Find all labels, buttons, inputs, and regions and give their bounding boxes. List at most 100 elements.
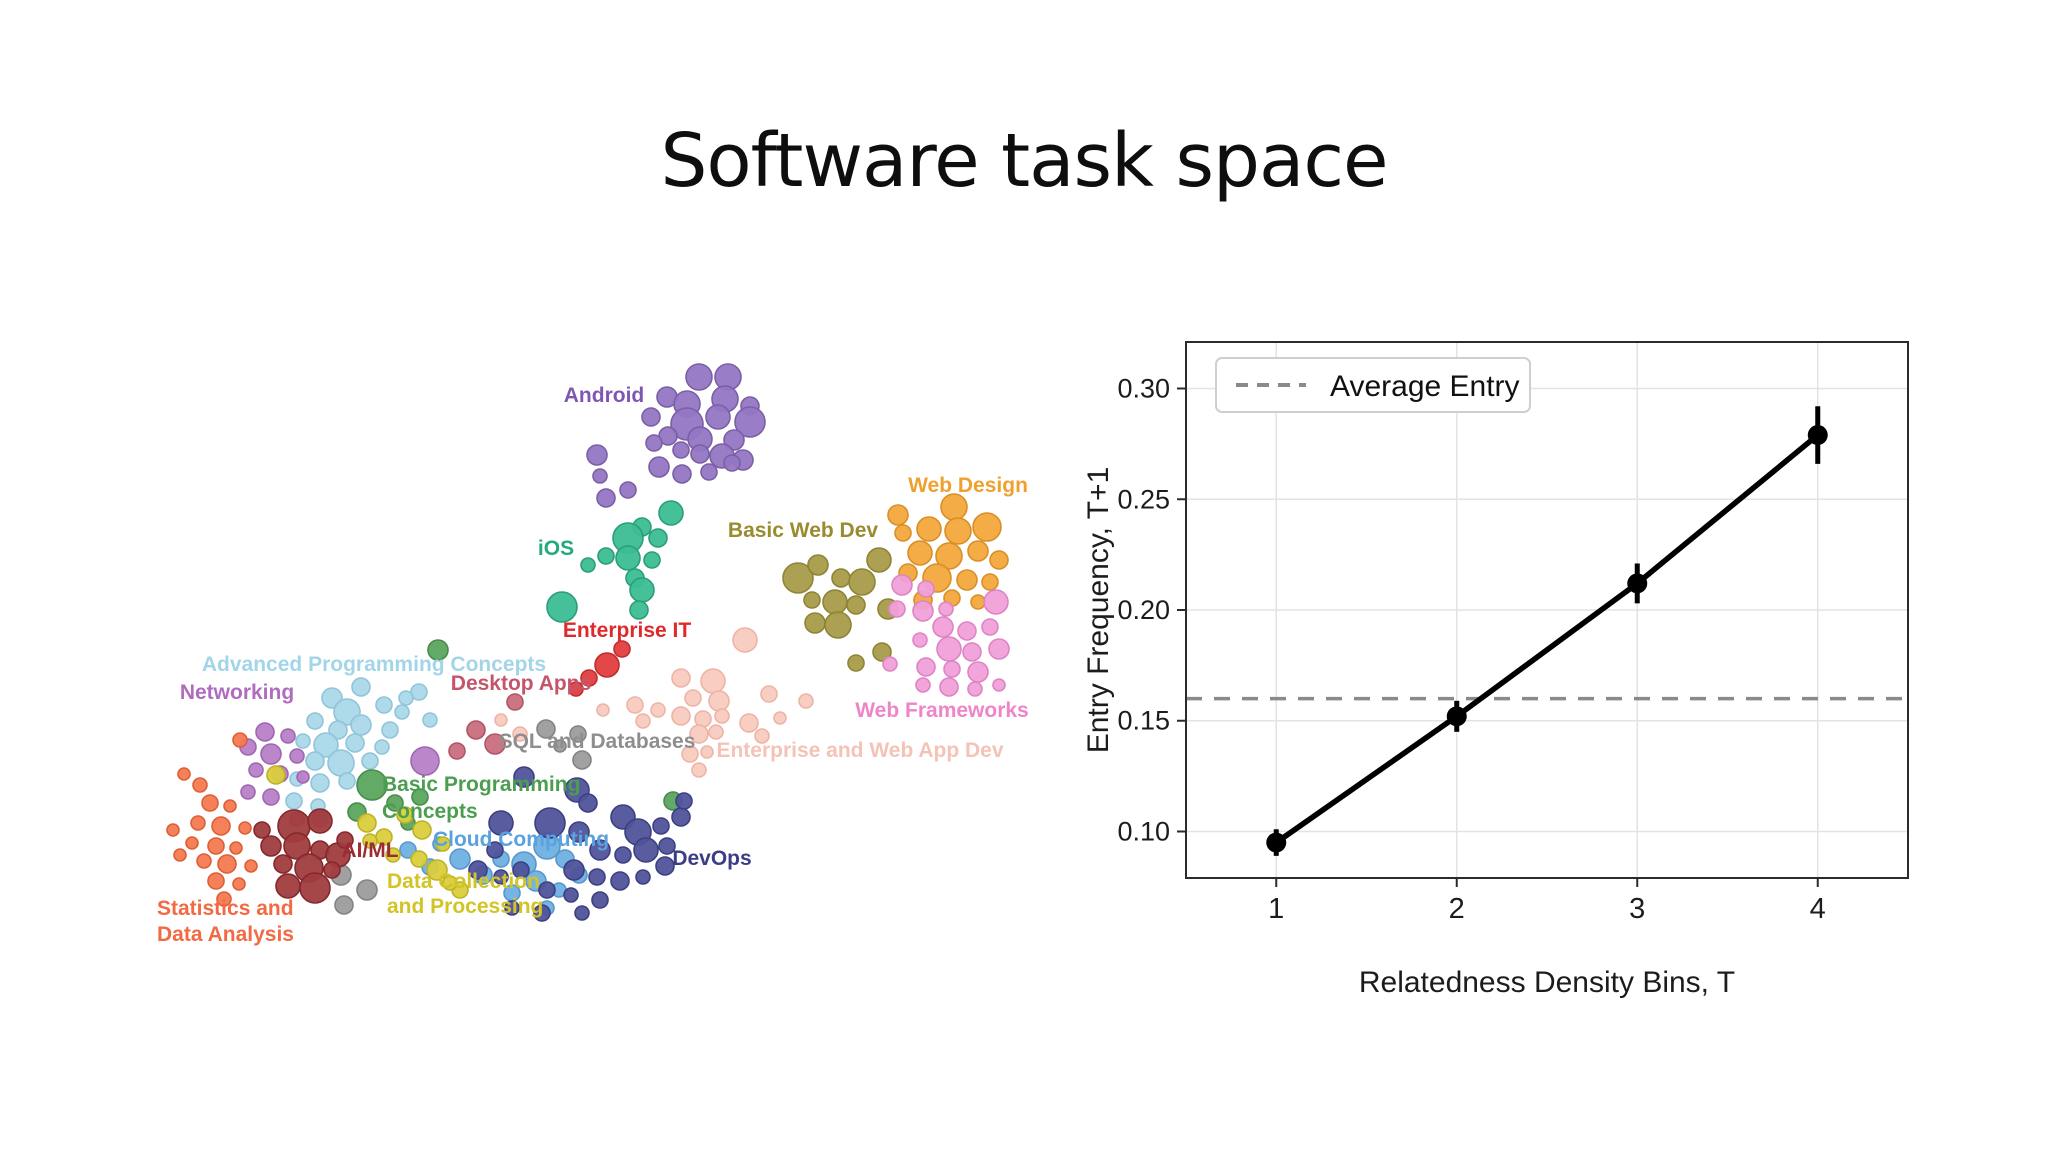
bubble-networking [255, 722, 275, 742]
bubble-statistics-and-data-analysis [207, 837, 225, 855]
bubble-desktop-apps [466, 720, 486, 740]
cluster-label-statistics-and-data-analysis: Data Analysis [157, 923, 294, 946]
bubble-ai-ml [253, 821, 271, 839]
cluster-label-ai-ml: AI/ML [341, 839, 398, 862]
bubble-statistics-and-data-analysis [244, 859, 258, 873]
bubble-statistics-and-data-analysis [201, 794, 219, 812]
bubble-advanced-programming-concepts [351, 677, 371, 697]
y-tick-label: 0.15 [1117, 706, 1170, 736]
bubble-basic-web-dev [866, 547, 892, 573]
bubble-advanced-programming-concepts [398, 690, 414, 706]
bubble-advanced-programming-concepts [305, 751, 325, 771]
cluster-ai-ml [253, 808, 354, 904]
bubble-enterprise-web-app-dev [650, 702, 666, 718]
bubble-devops [493, 869, 509, 885]
cluster-label-android: Android [564, 384, 644, 407]
cluster-label-sql-and-databases: SQL and Databases [499, 730, 696, 753]
bubble-devops [534, 807, 566, 839]
bubble-enterprise-web-app-dev [494, 713, 508, 727]
bubble-advanced-programming-concepts [313, 732, 339, 758]
bubble-ios [580, 557, 596, 573]
cluster-basic-programming-concepts [347, 639, 683, 831]
bubble-web-frameworks [957, 621, 977, 641]
bubble-devops [671, 807, 691, 827]
bubble-advanced-programming-concepts [422, 712, 438, 728]
bubble-android [619, 481, 637, 499]
bubble-enterprise-web-app-dev [700, 745, 714, 759]
bubble-ios [546, 591, 578, 623]
bubble-enterprise-web-app-dev [671, 668, 691, 688]
bubble-devops [538, 881, 556, 899]
cluster-desktop-apps [448, 693, 524, 760]
bubble-android [700, 463, 718, 481]
bubble-cloud-computing [449, 848, 471, 870]
cluster-label-cloud-computing: Cloud Computing [433, 828, 609, 851]
bubble-enterprise-web-app-dev [671, 706, 691, 726]
bubble-statistics-and-data-analysis [229, 841, 243, 855]
bubble-android [592, 468, 608, 484]
bubble-ai-ml [273, 854, 293, 874]
bubble-web-frameworks [916, 657, 936, 677]
bubble-advanced-programming-concepts [350, 714, 372, 736]
bubble-advanced-programming-concepts [410, 683, 428, 701]
cluster-label-web-frameworks: Web Frameworks [855, 699, 1029, 722]
bubble-enterprise-web-app-dev [700, 668, 726, 694]
bubble-networking [289, 748, 305, 764]
bubble-advanced-programming-concepts [285, 792, 303, 810]
bubble-android [723, 454, 741, 472]
bubble-ios [643, 551, 661, 569]
bubble-enterprise-web-app-dev [689, 724, 709, 744]
bubble-web-frameworks [932, 616, 954, 638]
cluster-data-collection-and-processing [266, 765, 469, 899]
bubble-web-frameworks [938, 601, 954, 617]
bubble-devops [635, 869, 651, 885]
bubble-web-frameworks [988, 638, 1010, 660]
bubble-statistics-and-data-analysis [166, 823, 180, 837]
bubble-advanced-programming-concepts [374, 739, 390, 755]
cluster-sql-and-databases [330, 719, 592, 915]
cluster-label-enterprise-web-app-dev: Enterprise and Web App Dev [716, 739, 1003, 762]
bubble-web-frameworks [943, 660, 961, 678]
bubble-ai-ml [307, 808, 333, 834]
bubble-web-design [894, 524, 912, 542]
bubble-devops [468, 860, 488, 880]
bubble-web-frameworks [915, 677, 931, 693]
bubble-web-design [970, 594, 986, 610]
bubble-web-design [967, 540, 989, 562]
cluster-advanced-programming-concepts [285, 677, 438, 814]
bubble-android [641, 407, 661, 427]
bubble-devops [652, 817, 670, 835]
cluster-enterprise-web-app-dev [494, 627, 814, 778]
bubble-enterprise-web-app-dev [760, 685, 778, 703]
bubble-devops [533, 904, 551, 922]
bubble-basic-web-dev [822, 589, 848, 615]
bubble-ai-ml [275, 873, 301, 899]
bubble-basic-programming-concepts [356, 769, 388, 801]
bubble-android [723, 429, 745, 451]
bubble-enterprise-web-app-dev [732, 627, 758, 653]
bubble-ai-ml [260, 835, 282, 857]
bubble-basic-web-dev [807, 554, 829, 576]
y-tick-label: 0.25 [1117, 484, 1170, 514]
bubble-networking [248, 762, 264, 778]
bubble-devops [578, 793, 598, 813]
bubble-desktop-apps [506, 693, 524, 711]
cluster-label-desktop-apps: Desktop Apps [451, 672, 591, 695]
bubble-web-frameworks [992, 678, 1006, 692]
legend-box [1215, 357, 1531, 413]
bubble-enterprise-web-app-dev [708, 690, 730, 712]
bubble-enterprise-web-app-dev [596, 703, 610, 717]
cluster-label-basic-programming-concepts: Concepts [382, 800, 478, 823]
bubble-statistics-and-data-analysis [177, 767, 191, 781]
cluster-devops [468, 766, 693, 922]
cluster-web-design [887, 493, 1009, 610]
bubble-data-collection-and-processing [357, 813, 377, 833]
cluster-label-advanced-programming-concepts: Advanced Programming Concepts [202, 653, 546, 676]
bubble-networking [240, 784, 256, 800]
bubble-web-frameworks [981, 618, 999, 636]
bubble-ios [648, 528, 668, 548]
bubble-basic-web-dev [803, 591, 821, 609]
bubble-web-frameworks [917, 580, 935, 598]
bubble-android [705, 404, 731, 430]
bubble-data-collection-and-processing [410, 850, 428, 868]
